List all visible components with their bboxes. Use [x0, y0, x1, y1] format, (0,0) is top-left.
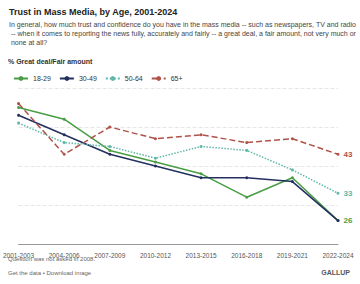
svg-text:GALLUP: GALLUP — [321, 269, 350, 276]
svg-text:26: 26 — [344, 216, 353, 225]
svg-text:2007-2009: 2007-2009 — [94, 252, 125, 259]
svg-text:2019-2021: 2019-2021 — [277, 252, 308, 259]
svg-text:none at all?: none at all? — [9, 39, 47, 46]
svg-text:Question was not asked in 2008: Question was not asked in 2008. — [8, 256, 96, 262]
svg-text:43: 43 — [344, 150, 353, 159]
svg-text:18-29: 18-29 — [33, 75, 51, 82]
svg-text:65+: 65+ — [171, 75, 183, 82]
svg-text:50-64: 50-64 — [125, 75, 143, 82]
svg-text:2004-2006: 2004-2006 — [49, 252, 80, 259]
svg-text:2001-2003: 2001-2003 — [3, 252, 34, 259]
svg-text:2010-2012: 2010-2012 — [140, 252, 171, 259]
svg-text:-- when it comes to reporting: -- when it comes to reporting the news f… — [9, 30, 357, 38]
svg-text:2022-2024: 2022-2024 — [322, 252, 353, 259]
svg-text:Get the data • Download image: Get the data • Download image — [8, 270, 92, 276]
svg-text:% Great deal/Fair amount: % Great deal/Fair amount — [8, 58, 93, 65]
svg-text:2013-2015: 2013-2015 — [186, 252, 217, 259]
svg-text:33: 33 — [344, 189, 353, 198]
svg-text:Trust in Mass Media, by Age, 2: Trust in Mass Media, by Age, 2001-2024 — [9, 7, 177, 17]
svg-text:2016-2018: 2016-2018 — [231, 252, 262, 259]
svg-text:In general, how much trust and: In general, how much trust and confidenc… — [9, 21, 356, 29]
svg-text:30-49: 30-49 — [79, 75, 97, 82]
